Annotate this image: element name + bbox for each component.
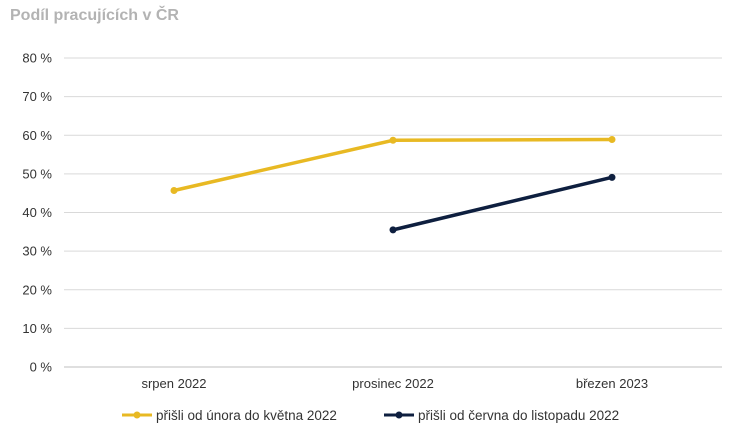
y-tick-label: 30 %: [22, 244, 52, 259]
y-tick-label: 10 %: [22, 321, 52, 336]
legend: přišli od února do května 2022 přišli od …: [122, 408, 619, 423]
y-tick-label: 50 %: [22, 166, 52, 181]
series-line: [392, 175, 613, 232]
series-2: [389, 173, 616, 234]
legend-label: přišli od února do května 2022: [156, 408, 337, 423]
y-tick-label: 20 %: [22, 282, 52, 297]
y-tick-label: 80 %: [22, 51, 52, 66]
data-point: [170, 186, 178, 194]
chart-title: Podíl pracujících v ČR: [10, 7, 179, 24]
x-tick-label: prosinec 2022: [352, 376, 434, 391]
legend-marker: [133, 411, 141, 419]
gridlines: [64, 57, 722, 368]
data-point: [608, 135, 616, 143]
legend-marker: [395, 411, 403, 419]
series-lines: [170, 135, 616, 234]
data-point: [389, 226, 397, 234]
data-point: [389, 136, 397, 144]
series-line: [173, 137, 613, 193]
x-tick-label: březen 2023: [576, 376, 648, 391]
series-1: [170, 135, 616, 194]
y-tick-label: 60 %: [22, 128, 52, 143]
y-tick-label: 0 %: [30, 360, 53, 375]
legend-item-2: přišli od června do listopadu 2022: [384, 408, 619, 423]
y-axis-ticks: 0 % 10 % 20 % 30 % 40 % 50 % 60 % 70 % 80 %: [22, 51, 52, 375]
y-tick-label: 70 %: [22, 89, 52, 104]
y-tick-label: 40 %: [22, 205, 52, 220]
legend-item-1: přišli od února do května 2022: [122, 408, 337, 423]
legend-label: přišli od června do listopadu 2022: [418, 408, 619, 423]
data-point: [608, 173, 616, 181]
x-tick-label: srpen 2022: [141, 376, 206, 391]
x-axis-ticks: srpen 2022 prosinec 2022 březen 2023: [141, 376, 648, 391]
